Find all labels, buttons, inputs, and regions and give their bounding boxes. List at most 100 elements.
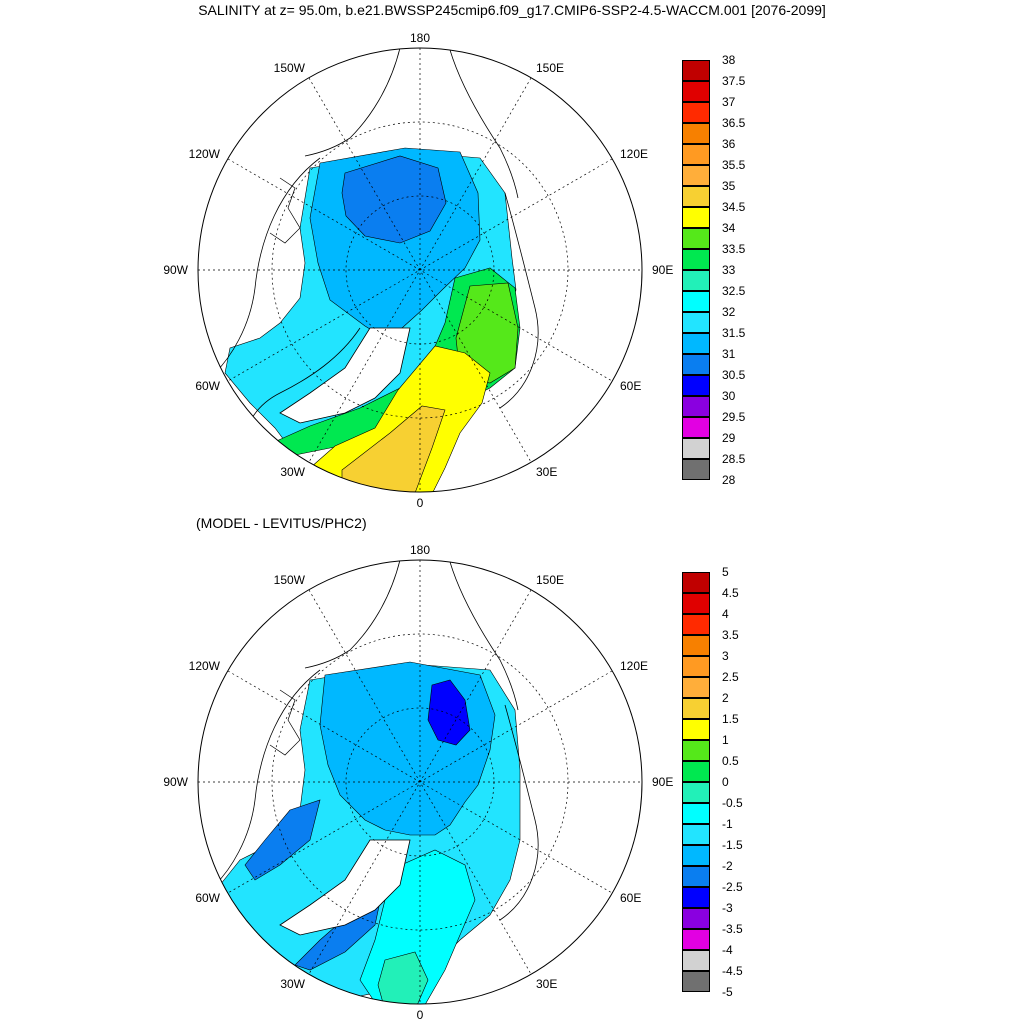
greenland-boundary-current <box>244 799 321 881</box>
colorbar-swatch <box>682 333 710 354</box>
colorbar-swatch <box>682 866 710 887</box>
colorbar-tick-label: 34.5 <box>722 200 746 214</box>
lon-label-60w: 60W <box>195 379 220 393</box>
colorbar-tick-label: -1 <box>722 817 733 831</box>
lon-label-0: 0 <box>417 1008 424 1020</box>
colorbar-swatch <box>682 270 710 291</box>
colorbar-swatch <box>682 887 710 908</box>
colorbar-tick-label: -2 <box>722 859 733 873</box>
lon-label-120e: 120E <box>620 659 648 673</box>
colorbar-tick-label: 33.5 <box>722 242 746 256</box>
colorbar-tick-label: 3 <box>722 649 729 663</box>
colorbar-tick-label: 36.5 <box>722 116 746 130</box>
colorbar-swatch <box>682 803 710 824</box>
lon-label-30e: 30E <box>536 465 557 479</box>
colorbar-tick-label: 31 <box>722 347 736 361</box>
colorbar-swatch <box>682 971 710 992</box>
lon-label-60e: 60E <box>620 891 641 905</box>
lon-label-30w: 30W <box>280 465 305 479</box>
colorbar-tick-label: 38 <box>722 53 736 67</box>
colorbar-tick-label: 31.5 <box>722 326 746 340</box>
colorbar-tick-label: -3.5 <box>722 922 743 936</box>
colorbar-tick-label: -2.5 <box>722 880 743 894</box>
colorbar-tick-label: -5 <box>722 985 733 999</box>
colorbar-swatch <box>682 249 710 270</box>
colorbar-tick-label: 1 <box>722 733 729 747</box>
colorbar-swatch <box>682 677 710 698</box>
lon-label-60e: 60E <box>620 379 641 393</box>
colorbar-swatch <box>682 635 710 656</box>
colorbar-tick-label: 2.5 <box>722 670 739 684</box>
colorbar-swatch <box>682 719 710 740</box>
colorbar-swatch <box>682 572 710 593</box>
colorbar-tick-label: 28.5 <box>722 452 746 466</box>
beaufort-gyre-fresh-core <box>341 155 447 244</box>
lon-label-90w: 90W <box>163 775 188 789</box>
lon-label-30e: 30E <box>536 977 557 991</box>
colorbar-tick-label: 4.5 <box>722 586 739 600</box>
colorbar-swatch <box>682 417 710 438</box>
colorbar-tick-label: 29 <box>722 431 736 445</box>
colorbar-swatch <box>682 845 710 866</box>
colorbar-swatch <box>682 396 710 417</box>
colorbar-tick-label: 30 <box>722 389 736 403</box>
colorbar-tick-label: 4 <box>722 607 729 621</box>
colorbar-tick-label: 35 <box>722 179 736 193</box>
lon-label-0: 0 <box>417 496 424 508</box>
colorbar-tick-label: 3.5 <box>722 628 739 642</box>
lon-label-120w: 120W <box>189 147 221 161</box>
lon-label-180: 180 <box>410 31 430 45</box>
lon-label-120e: 120E <box>620 147 648 161</box>
colorbar-swatch <box>682 593 710 614</box>
colorbar-tick-label: 5 <box>722 565 729 579</box>
colorbar-swatch <box>682 656 710 677</box>
colorbar-tick-label: 0 <box>722 775 729 789</box>
colorbar-swatch <box>682 459 710 480</box>
colorbar-tick-label: -1.5 <box>722 838 743 852</box>
colorbar-tick-label: 33 <box>722 263 736 277</box>
colorbar-tick-label: -3 <box>722 901 733 915</box>
colorbar-swatch <box>682 929 710 950</box>
lon-label-120w: 120W <box>189 659 221 673</box>
colorbar-tick-label: 34 <box>722 221 736 235</box>
lon-label-150e: 150E <box>536 573 564 587</box>
lon-label-150w: 150W <box>274 61 306 75</box>
colorbar-swatch <box>682 782 710 803</box>
colorbar-tick-label: 32 <box>722 305 736 319</box>
colorbar-tick-label: 28 <box>722 473 736 487</box>
colorbar-swatch <box>682 165 710 186</box>
colorbar-swatch <box>682 186 710 207</box>
salinity-polar-map: 180 0 90W 90E 150W 120W 150E 120E 60W 30… <box>163 31 673 508</box>
colorbar-tick-label: -4.5 <box>722 964 743 978</box>
colorbar-tick-label: 36 <box>722 137 736 151</box>
lon-label-150w: 150W <box>274 573 306 587</box>
colorbar-swatch <box>682 102 710 123</box>
colorbar-tick-label: 35.5 <box>722 158 746 172</box>
lon-label-60w: 60W <box>195 891 220 905</box>
colorbar-swatch <box>682 291 710 312</box>
colorbar-swatch <box>682 698 710 719</box>
colorbar-swatch <box>682 375 710 396</box>
lon-label-90w: 90W <box>163 263 188 277</box>
colorbar-swatch <box>682 144 710 165</box>
colorbar-tick-label: 29.5 <box>722 410 746 424</box>
colorbar-swatch <box>682 81 710 102</box>
colorbar-swatch <box>682 614 710 635</box>
colorbar-swatch <box>682 207 710 228</box>
lon-label-30w: 30W <box>280 977 305 991</box>
lon-label-90e: 90E <box>652 263 673 277</box>
colorbar-tick-label: 37.5 <box>722 74 746 88</box>
colorbar-swatch <box>682 228 710 249</box>
colorbar-tick-label: 37 <box>722 95 736 109</box>
plot-title: SALINITY at z= 95.0m, b.e21.BWSSP245cmip… <box>198 2 826 18</box>
colorbar-tick-label: 32.5 <box>722 284 746 298</box>
colorbar-swatch <box>682 824 710 845</box>
lon-label-180: 180 <box>410 543 430 557</box>
colorbar-swatch <box>682 950 710 971</box>
lon-label-150e: 150E <box>536 61 564 75</box>
colorbar-tick-label: 30.5 <box>722 368 746 382</box>
colorbar-swatch <box>682 60 710 81</box>
colorbar-swatch <box>682 354 710 375</box>
beaufort-difference-minimum <box>427 679 471 746</box>
colorbar-tick-label: 1.5 <box>722 712 739 726</box>
